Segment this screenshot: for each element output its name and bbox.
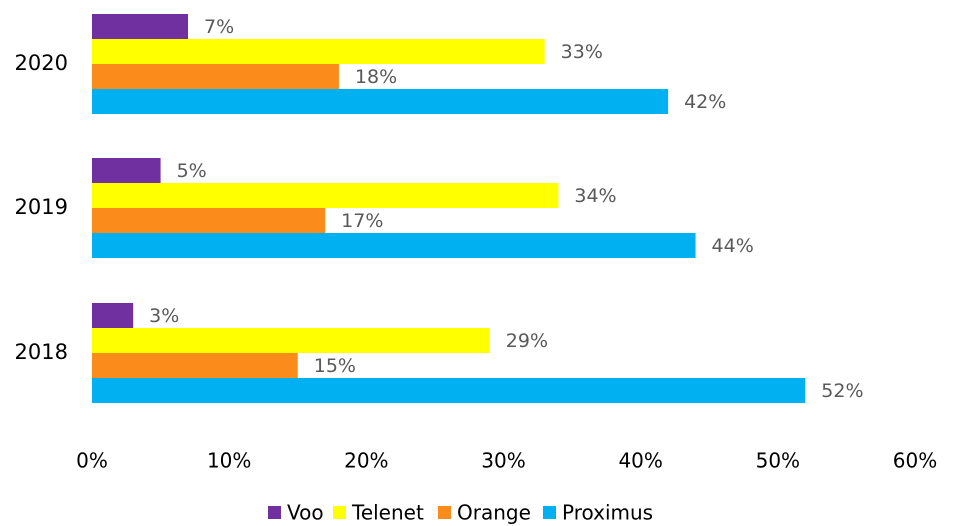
bar: [92, 64, 339, 89]
data-label: 17%: [341, 210, 383, 232]
legend-swatch: [268, 506, 281, 519]
data-label: 52%: [821, 380, 863, 402]
x-tick-label: 50%: [756, 449, 800, 473]
x-tick-label: 40%: [618, 449, 662, 473]
x-tick-label: 60%: [893, 449, 937, 473]
data-label: 44%: [712, 235, 754, 257]
data-label: 18%: [355, 66, 397, 88]
legend-swatch: [543, 506, 556, 519]
y-tick-label: 2018: [15, 340, 68, 364]
x-tick-label: 10%: [207, 449, 251, 473]
x-tick-label: 30%: [481, 449, 525, 473]
legend-swatch: [438, 506, 451, 519]
data-label: 42%: [684, 91, 726, 113]
x-tick-label: 20%: [344, 449, 388, 473]
data-label: 15%: [314, 355, 356, 377]
data-label: 29%: [506, 330, 548, 352]
data-label: 7%: [204, 16, 234, 38]
y-tick-label: 2019: [15, 195, 68, 219]
bar: [92, 89, 669, 114]
bar: [92, 14, 189, 39]
bar: [92, 208, 326, 233]
bar: [92, 353, 298, 378]
legend-label: Telenet: [351, 501, 424, 525]
bar: [92, 378, 806, 403]
data-label: 33%: [561, 41, 603, 63]
legend-label: Voo: [287, 501, 324, 525]
bar: [92, 158, 161, 183]
bar: [92, 183, 559, 208]
bar: [92, 328, 490, 353]
bar: [92, 39, 545, 64]
x-tick-label: 0%: [76, 449, 108, 473]
y-tick-label: 2020: [15, 51, 68, 75]
data-label: 34%: [574, 185, 616, 207]
data-label: 5%: [177, 160, 207, 182]
legend-swatch: [333, 506, 346, 519]
bar: [92, 303, 134, 328]
legend-label: Proximus: [562, 501, 653, 525]
bar: [92, 233, 696, 258]
data-label: 3%: [149, 305, 179, 327]
legend-label: Orange: [457, 501, 531, 525]
